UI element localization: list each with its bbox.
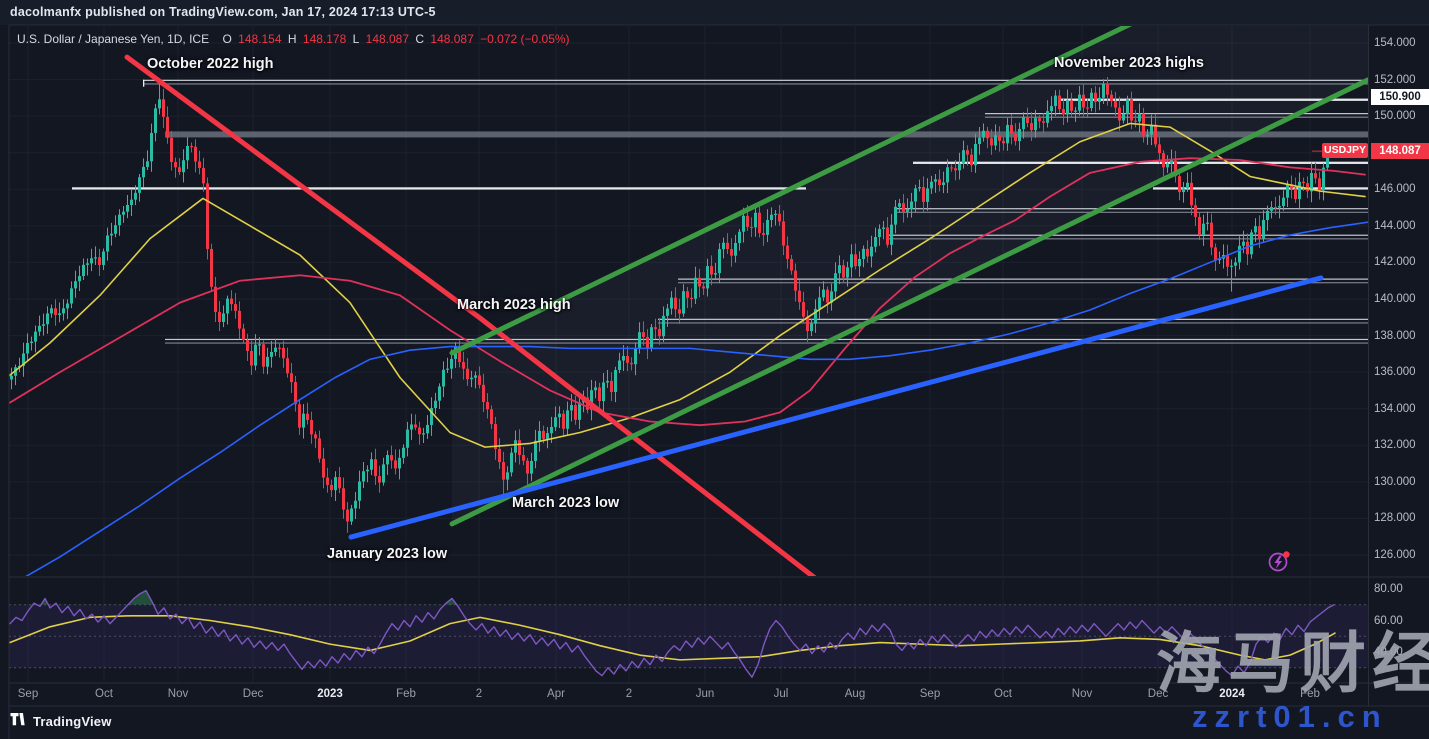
time-axis-label: 2024 xyxy=(1219,688,1245,700)
price-axis-label: 154.000 xyxy=(1374,37,1416,49)
chart-annotation: November 2023 highs xyxy=(1054,55,1204,71)
time-axis-label: Sep xyxy=(17,688,39,700)
chart-annotation: March 2023 high xyxy=(457,297,571,313)
chart-annotation: January 2023 low xyxy=(327,546,448,562)
chart-annotation: October 2022 high xyxy=(147,56,274,72)
last-price-tag: 148.087 xyxy=(1371,143,1429,159)
time-axis-label: Nov xyxy=(167,688,189,700)
chart-annotation: March 2023 low xyxy=(512,495,620,511)
ohlc-high-value: 148.178 xyxy=(302,32,347,46)
symbol-title[interactable]: U.S. Dollar / Japanese Yen, 1D, ICE xyxy=(17,32,210,46)
symbol-legend: U.S. Dollar / Japanese Yen, 1D, ICE O 14… xyxy=(17,32,573,46)
price-axis-label: 126.000 xyxy=(1374,549,1416,561)
time-axis-label: Nov xyxy=(1071,688,1093,700)
indicator-axis-label: 40.00 xyxy=(1374,646,1403,658)
time-axis-label: 2 xyxy=(625,688,633,700)
symbol-price-badge: USDJPY xyxy=(1322,143,1368,158)
time-axis-label: Dec xyxy=(1147,688,1169,700)
price-axis-label: 138.000 xyxy=(1374,329,1416,342)
ohlc-high-label: H xyxy=(287,32,297,46)
price-axis-label: 140.000 xyxy=(1374,293,1416,305)
publisher-bar: dacolmanfx published on TradingView.com,… xyxy=(0,0,1429,25)
time-axis-label: Sep xyxy=(919,688,941,700)
time-axis-label: Oct xyxy=(95,688,113,700)
tradingview-logo-icon xyxy=(10,712,27,731)
flash-icon[interactable] xyxy=(1268,551,1290,572)
indicator-axis-label: 60.00 xyxy=(1374,614,1403,627)
price-axis-label: 146.000 xyxy=(1374,183,1416,196)
time-axis-label: Feb xyxy=(1300,688,1320,700)
price-axis-label: 132.000 xyxy=(1374,439,1416,452)
ohlc-close-value: 148.087 xyxy=(430,32,474,46)
time-axis-label: Dec xyxy=(242,688,264,700)
watermark-url: zzrt01.cn xyxy=(1192,699,1388,734)
price-axis-label: 142.000 xyxy=(1374,256,1416,269)
time-axis-label: Jul xyxy=(773,688,789,700)
publisher-line: dacolmanfx published on TradingView.com,… xyxy=(10,5,436,19)
price-axis-label: 136.000 xyxy=(1374,366,1416,379)
tradingview-attribution[interactable]: TradingView xyxy=(10,712,112,731)
indicator-axis-label: 80.00 xyxy=(1374,583,1403,595)
time-axis-label: Apr xyxy=(547,688,565,700)
price-axis-label: 152.000 xyxy=(1374,73,1416,86)
price-axis-label: 130.000 xyxy=(1374,475,1416,488)
tradingview-logo-text: TradingView xyxy=(33,714,112,729)
price-axis-label: 128.000 xyxy=(1374,512,1416,525)
ohlc-low-value: 148.087 xyxy=(365,32,410,46)
time-axis-label: Oct xyxy=(994,688,1012,700)
time-axis-label: Aug xyxy=(844,688,866,700)
price-axis-label: 144.000 xyxy=(1374,219,1416,232)
ohlc-open-label: O xyxy=(222,32,232,46)
ohlc-close-label: C xyxy=(415,32,425,46)
level-price-tag: 150.900 xyxy=(1371,89,1429,105)
time-axis-label: Feb xyxy=(396,688,416,700)
change-value: −0.072 (−0.05%) xyxy=(480,32,570,46)
price-axis-label: 134.000 xyxy=(1374,402,1416,415)
time-axis-label: Jun xyxy=(695,688,715,700)
ohlc-low-label: L xyxy=(352,32,360,46)
ohlc-open-value: 148.154 xyxy=(238,32,282,46)
time-axis-label: 2023 xyxy=(317,688,343,700)
watermark-cn: 海马财经 xyxy=(1156,626,1429,700)
price-axis-label: 150.000 xyxy=(1374,110,1416,123)
time-axis-label: 2 xyxy=(475,688,483,700)
